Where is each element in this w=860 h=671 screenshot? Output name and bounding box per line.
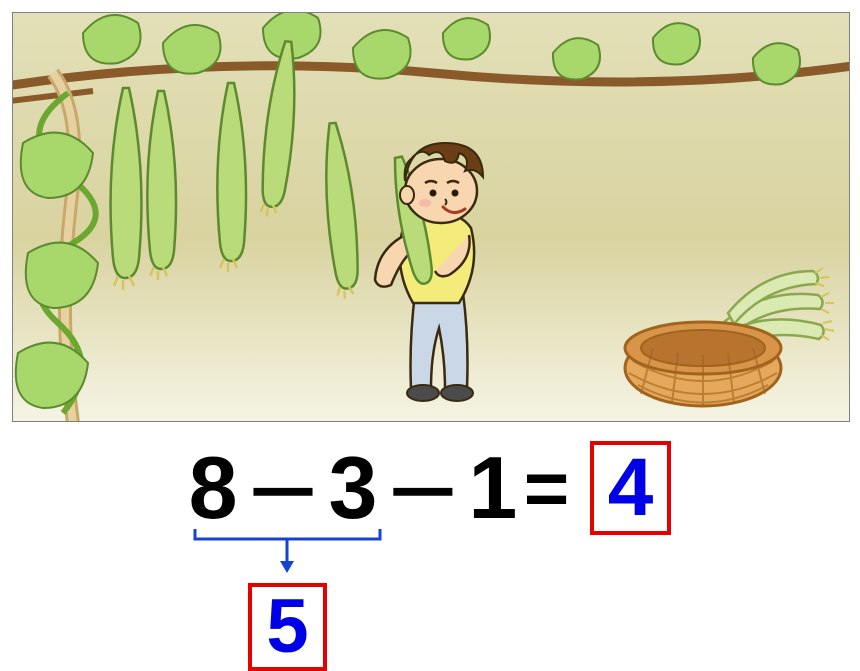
illustration-scene — [12, 12, 850, 422]
operand-2: 3 — [328, 438, 377, 537]
intermediate-box: 5 — [248, 583, 326, 671]
intermediate-value: 5 — [266, 584, 308, 669]
equation-row: 8 － 3 － 1 = 4 — [0, 432, 860, 544]
bracket-arrow-svg — [190, 525, 385, 575]
gourds-hanging — [111, 40, 362, 299]
scene-svg — [13, 13, 849, 421]
result-value: 4 — [608, 442, 654, 533]
result-box: 4 — [590, 441, 672, 535]
boy-figure — [375, 143, 483, 401]
operand-3: 1 — [468, 438, 517, 537]
basket-group — [625, 268, 834, 406]
operand-1: 8 — [189, 438, 238, 537]
operator-2: － — [384, 450, 462, 538]
branch-group — [13, 63, 849, 103]
intermediate-group: 5 — [190, 525, 385, 671]
equals-sign: = — [524, 444, 570, 532]
